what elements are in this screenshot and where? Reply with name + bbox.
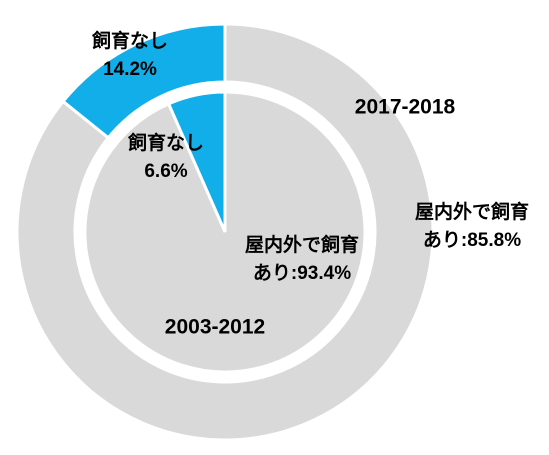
category-label: 飼育なし [91, 29, 168, 52]
data-label: あり:85.8% [423, 229, 521, 251]
series-label: 2003-2012 [165, 316, 265, 339]
slice [15, 22, 435, 442]
category-label: 屋内外で飼育 [245, 233, 359, 256]
category-label: 飼育なし [127, 131, 204, 154]
data-label: あり:93.4% [253, 262, 351, 284]
series-label: 2017-2018 [355, 96, 456, 119]
category-label: 屋内外で飼育 [415, 200, 529, 223]
data-label: 6.6% [144, 161, 187, 182]
slice [83, 90, 367, 374]
data-label: 14.2% [103, 59, 157, 80]
